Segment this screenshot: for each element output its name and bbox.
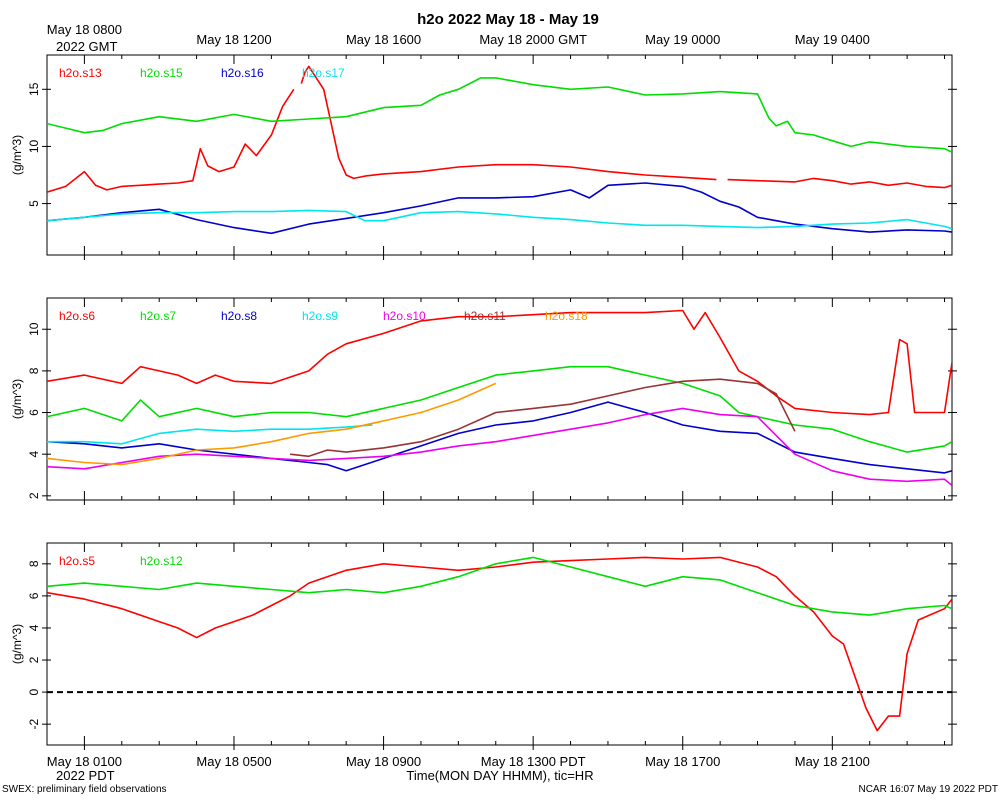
x-axis-label: Time(MON DAY HHMM), tic=HR (406, 768, 593, 783)
y-tick-label: -2 (27, 718, 41, 729)
series-line-h2o-s11 (290, 378, 796, 458)
y-tick-label: 6 (27, 409, 41, 416)
series-line-h2o-s10 (47, 407, 952, 487)
legend-entry-h2o-s11: h2o.s11 (464, 309, 506, 323)
x-tick-label-top: May 19 0400 (795, 32, 870, 47)
series-line-h2o-s7 (47, 365, 952, 453)
series-group (47, 309, 952, 487)
legend-entry-h2o-s7: h2o.s7 (140, 309, 176, 323)
x-tick-label-top: May 18 0800 (47, 22, 122, 37)
y-tick-label: 8 (27, 560, 41, 567)
legend-entry-h2o-s17: h2o.s17 (302, 66, 345, 80)
series-line-h2o-s6 (47, 309, 952, 416)
legend-entry-h2o-s13: h2o.s13 (59, 66, 102, 80)
x-tick-label-top: May 19 0000 (645, 32, 720, 47)
series-line-h2o-s8 (47, 401, 952, 474)
series-line-h2o-s16 (47, 182, 952, 235)
x-tick-label-top: May 18 1600 (346, 32, 421, 47)
series-line-h2o-s9 (47, 424, 373, 445)
y-tick-label: 6 (27, 592, 41, 599)
y-tick-label: 0 (27, 688, 41, 695)
y-axis-label: (g/m^3) (10, 624, 24, 664)
series-line-h2o-s13b (727, 177, 952, 189)
pdt-first-tick-line2: 2022 PDT (56, 768, 115, 783)
x-tick-label-bottom: May 18 2100 (795, 754, 870, 769)
x-tick-label-bottom: May 18 0900 (346, 754, 421, 769)
legend-entry-h2o-s6: h2o.s6 (59, 309, 95, 323)
y-tick-label: 4 (27, 451, 41, 458)
series-line-h2o-s17 (47, 209, 952, 230)
panel-2: 2 4 6 8 10 (g/m^3) h2o.s6 h2o.s7 h2o.s8 h2o.s9 h2o… (10, 297, 957, 505)
y-axis-label: (g/m^3) (10, 135, 24, 175)
panel-3: -2 0 2 4 6 8 (g/m^3) May 18 0100 May 18 0500 May … (10, 542, 957, 769)
legend-entry-h2o-s8: h2o.s8 (221, 309, 257, 323)
legend-entry-h2o-s16: h2o.s16 (221, 66, 264, 80)
legend-entry-h2o-s5: h2o.s5 (59, 554, 95, 568)
plot-frame (46, 297, 953, 501)
gmt-first-tick-line2: 2022 GMT (56, 39, 117, 54)
x-tick-label-top: May 18 2000 GMT (479, 32, 587, 47)
y-tick-label: 4 (27, 624, 41, 631)
legend-entry-h2o-s18: h2o.s18 (545, 309, 588, 323)
series-group (47, 556, 952, 732)
panel-1: 5 10 15 (g/m^3) May 18 0800 May 18 1200 May 18… (10, 22, 957, 260)
chart-title: h2o 2022 May 18 - May 19 (417, 11, 599, 28)
x-tick-label-bottom: May 18 1700 (645, 754, 720, 769)
legend-entry-h2o-s12: h2o.s12 (140, 554, 183, 568)
footer-left: SWEX: preliminary field observations (2, 784, 167, 795)
legend-entry-h2o-s15: h2o.s15 (140, 66, 183, 80)
plot-frame (46, 54, 953, 256)
plot-frame (46, 542, 953, 746)
series-line-h2o-s18 (47, 382, 497, 466)
y-tick-label: 2 (27, 656, 41, 663)
x-tick-label-bottom: May 18 0500 (196, 754, 271, 769)
y-axis-label: (g/m^3) (10, 379, 24, 419)
x-tick-label-top: May 18 1200 (196, 32, 271, 47)
series-line-h2o-s5 (47, 556, 952, 732)
series-group (47, 65, 952, 235)
x-tick-label-bottom: May 18 1300 PDT (481, 754, 586, 769)
y-tick-label: 10 (27, 322, 41, 336)
y-tick-label: 5 (27, 200, 41, 207)
x-tick-label-bottom: May 18 0100 (47, 754, 122, 769)
footer-right: NCAR 16:07 May 19 2022 PDT (858, 784, 998, 795)
series-line-h2o-s15 (47, 77, 952, 153)
series-line-h2o-s13 (47, 65, 717, 193)
legend-entry-h2o-s10: h2o.s10 (383, 309, 426, 323)
y-tick-label: 8 (27, 367, 41, 374)
series-line-h2o-s12 (47, 556, 952, 616)
legend-entry-h2o-s9: h2o.s9 (302, 309, 338, 323)
y-tick-label: 2 (27, 492, 41, 499)
y-tick-label: 10 (27, 139, 41, 153)
y-tick-label: 15 (27, 82, 41, 96)
